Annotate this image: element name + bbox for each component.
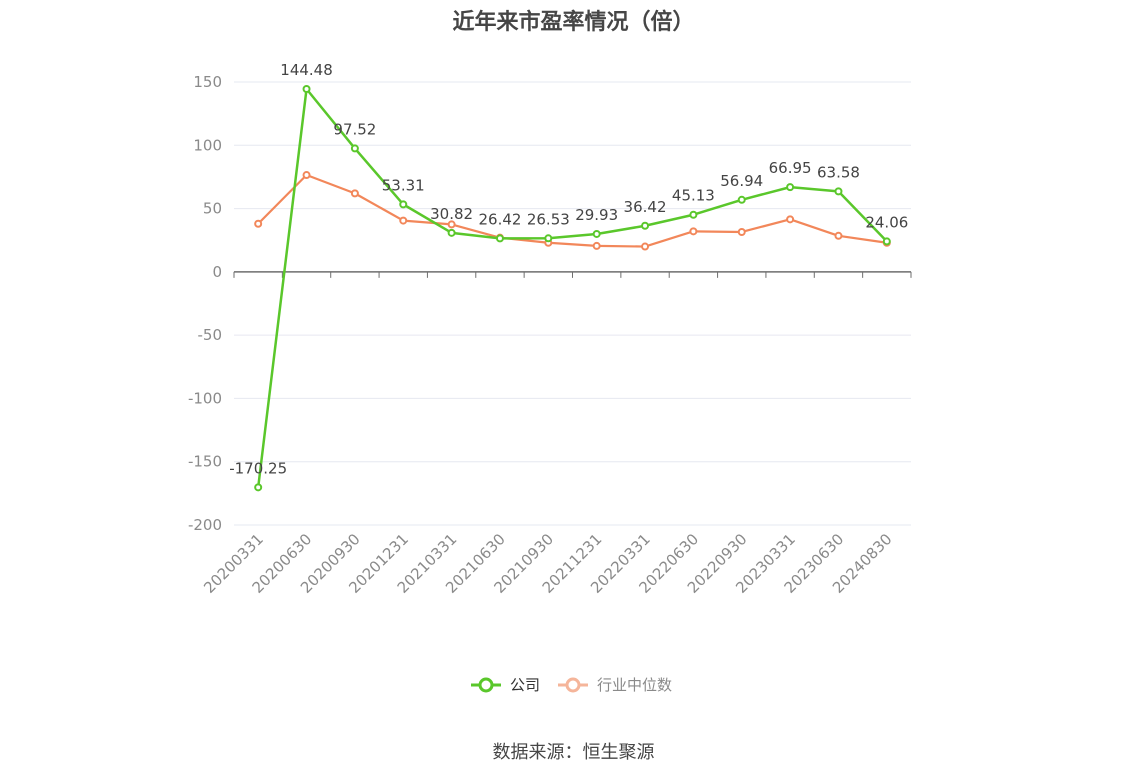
legend[interactable]: 公司 行业中位数 [471,676,672,694]
data-point-industry[interactable] [399,216,408,225]
data-point-company[interactable] [399,200,408,209]
data-labels: -170.25 144.48 97.52 53.31 30.82 26.42 26.53 29… [229,61,908,477]
y-tick-label: -50 [198,326,223,344]
data-point-company[interactable] [592,229,601,238]
data-point-industry[interactable] [737,227,746,236]
data-label-company: 56.94 [720,172,763,190]
data-point-industry[interactable] [786,215,795,224]
series-group [254,84,891,492]
data-point-company[interactable] [786,183,795,192]
series-line-industry [257,173,887,248]
data-label-company: 97.52 [333,120,376,138]
data-point-industry[interactable] [350,189,359,198]
data-point-industry[interactable] [254,219,263,228]
data-label-company: 30.82 [430,205,473,223]
legend-marker-company [478,677,494,693]
y-axis-ticks: 150 100 50 0 -50 -100 -150 -200 [188,73,222,534]
grid-lines [234,81,911,526]
y-tick-label: -100 [188,389,222,407]
y-tick-label: 100 [193,136,222,154]
data-point-industry[interactable] [834,231,843,240]
data-label-company: 36.42 [624,198,667,216]
data-point-company[interactable] [302,84,311,93]
data-point-company[interactable] [447,228,456,237]
legend-item-company[interactable]: 公司 [471,676,540,694]
y-tick-label: -150 [188,453,222,471]
data-source: 数据来源：恒生聚源 [492,742,655,763]
data-label-company: 144.48 [280,61,333,79]
data-point-industry[interactable] [641,242,650,251]
data-point-company[interactable] [737,195,746,204]
legend-label-industry: 行业中位数 [597,676,672,694]
x-axis: 2020033120200630202009302020123120210331… [200,271,912,597]
data-point-company[interactable] [689,210,698,219]
data-point-industry[interactable] [447,220,456,229]
data-point-company[interactable] [882,237,891,246]
data-point-company[interactable] [834,187,843,196]
data-label-company: 26.42 [478,210,521,228]
y-tick-label: -200 [188,516,222,534]
y-tick-label: 150 [193,73,222,91]
legend-marker-industry [565,677,581,693]
legend-label-company: 公司 [510,676,540,694]
chart-title: 近年来市盈率情况（倍） [452,10,695,35]
data-point-company[interactable] [495,234,504,243]
data-point-industry[interactable] [302,171,311,180]
data-label-company: 63.58 [817,163,860,181]
data-label-company: 26.53 [527,210,570,228]
data-point-company[interactable] [544,234,553,243]
data-label-company: 45.13 [672,187,715,205]
data-label-company: 29.93 [575,206,618,224]
y-tick-label: 50 [203,200,222,218]
data-point-industry[interactable] [592,241,601,250]
data-point-industry[interactable] [689,227,698,236]
data-label-company: 24.06 [865,213,908,231]
data-label-company: -170.25 [229,459,287,477]
series-line-company [256,87,888,488]
data-point-company[interactable] [254,483,263,492]
y-tick-label: 0 [212,263,222,281]
data-label-company: 66.95 [769,159,812,177]
legend-item-industry[interactable]: 行业中位数 [558,676,672,694]
data-point-company[interactable] [350,144,359,153]
data-label-company: 53.31 [382,176,425,194]
data-point-company[interactable] [641,221,650,230]
